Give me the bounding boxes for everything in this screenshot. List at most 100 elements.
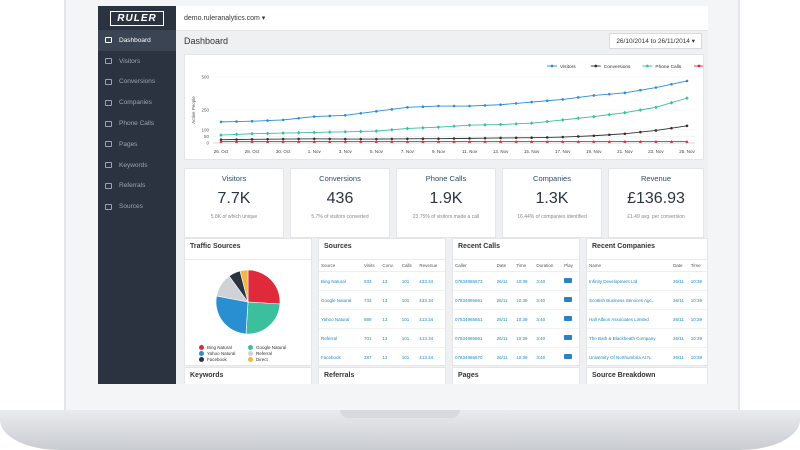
data-point[interactable] xyxy=(234,132,239,137)
sidebar-item-visitors[interactable]: Visitors xyxy=(98,51,176,72)
pie-slice-google-natural[interactable] xyxy=(245,301,281,335)
data-point[interactable] xyxy=(530,140,534,143)
data-point[interactable] xyxy=(250,140,254,143)
data-point[interactable] xyxy=(592,134,596,138)
data-point[interactable] xyxy=(421,105,425,108)
pie-legend-item[interactable]: Direct xyxy=(248,357,297,362)
table-cell[interactable]: Bing Natural xyxy=(319,271,363,291)
sidebar-item-sources[interactable]: Sources xyxy=(98,196,176,217)
table-cell[interactable]: 07834965673 xyxy=(453,271,495,291)
data-point[interactable] xyxy=(297,116,300,120)
column-header[interactable]: Source xyxy=(319,260,363,272)
data-point[interactable] xyxy=(670,82,673,86)
table-row[interactable]: 07834965661 26/11 10:39 3:40 xyxy=(453,290,579,310)
table-cell[interactable]: Facebook xyxy=(319,347,363,367)
data-point[interactable] xyxy=(468,104,471,108)
table-cell[interactable]: 07834965661 xyxy=(453,290,495,310)
data-point[interactable] xyxy=(452,137,456,140)
data-point[interactable] xyxy=(421,140,425,143)
column-header[interactable]: Name xyxy=(587,260,672,272)
table-cell[interactable]: Infinity Development Ltd xyxy=(587,271,672,291)
data-point[interactable] xyxy=(499,136,502,140)
data-point[interactable] xyxy=(297,137,300,141)
data-point[interactable] xyxy=(592,94,596,97)
data-point[interactable] xyxy=(390,140,394,143)
data-point[interactable] xyxy=(312,137,316,141)
sidebar-item-phone-calls[interactable]: Phone Calls xyxy=(98,113,176,134)
data-point[interactable] xyxy=(281,118,285,122)
data-point[interactable] xyxy=(608,133,611,137)
data-point[interactable] xyxy=(312,130,317,135)
data-point[interactable] xyxy=(235,120,238,123)
data-point[interactable] xyxy=(670,126,673,130)
table-row[interactable]: The Bath & Blackheath Company 26/11 10:39 xyxy=(587,328,707,348)
data-point[interactable] xyxy=(499,140,503,143)
data-point[interactable] xyxy=(654,86,658,89)
table-cell[interactable]: Google Natural xyxy=(319,290,363,310)
table-row[interactable]: Bing Natural 933 13 101 £33.34 xyxy=(319,271,445,291)
data-point[interactable] xyxy=(685,124,689,128)
column-header[interactable]: Time xyxy=(688,260,707,272)
data-point[interactable] xyxy=(483,136,487,140)
sidebar-item-pages[interactable]: Pages xyxy=(98,134,176,155)
column-header[interactable]: Time xyxy=(514,260,535,272)
data-point[interactable] xyxy=(654,140,658,143)
stat-card-companies[interactable]: Companies 1.3K 16.44% of companies identif… xyxy=(502,168,602,238)
data-point[interactable] xyxy=(281,140,285,143)
table-row[interactable]: Hall Albion Associates Limited 26/11 10:39 xyxy=(587,309,707,329)
data-point[interactable] xyxy=(421,137,425,141)
data-point[interactable] xyxy=(576,116,581,121)
play-button[interactable] xyxy=(564,278,573,283)
table-row[interactable]: 07834965670 26/11 10:39 3:40 xyxy=(453,347,579,367)
data-point[interactable] xyxy=(327,130,332,134)
data-point[interactable] xyxy=(219,120,223,124)
table-cell[interactable]: 07834965670 xyxy=(453,347,495,367)
play-button[interactable] xyxy=(564,335,573,340)
pie-legend-item[interactable]: Yahoo Natural xyxy=(199,351,248,356)
data-point[interactable] xyxy=(437,137,440,140)
data-point[interactable] xyxy=(529,121,534,126)
data-point[interactable] xyxy=(359,112,363,115)
data-point[interactable] xyxy=(219,138,223,141)
data-point[interactable] xyxy=(545,136,549,139)
data-point[interactable] xyxy=(359,140,363,143)
data-point[interactable] xyxy=(406,137,409,141)
data-point[interactable] xyxy=(452,104,456,108)
data-point[interactable] xyxy=(623,110,627,115)
data-point[interactable] xyxy=(530,100,533,104)
table-row[interactable]: 07834965673 26/11 10:39 3:40 xyxy=(453,271,579,291)
table-cell[interactable]: Hall Albion Associates Limited xyxy=(587,309,672,329)
data-point[interactable] xyxy=(467,140,472,143)
data-point[interactable] xyxy=(328,140,332,143)
data-point[interactable] xyxy=(343,113,347,117)
data-point[interactable] xyxy=(452,140,456,143)
data-point[interactable] xyxy=(545,99,549,103)
column-header[interactable]: Date xyxy=(494,260,515,272)
pie-legend-item[interactable]: Facebook xyxy=(199,357,248,362)
data-point[interactable] xyxy=(250,119,254,123)
table-row[interactable]: Referral 701 13 101 £13.34 xyxy=(319,328,445,348)
table-row[interactable]: Scottish Business Services Agc. 26/11 10:3… xyxy=(587,290,707,310)
pie-legend-item[interactable]: Bing Natural xyxy=(199,345,248,350)
data-point[interactable] xyxy=(405,126,410,131)
data-point[interactable] xyxy=(390,127,394,132)
data-point[interactable] xyxy=(623,91,627,95)
sidebar-item-conversions[interactable]: Conversions xyxy=(98,72,176,93)
data-point[interactable] xyxy=(576,140,580,143)
data-point[interactable] xyxy=(235,138,238,141)
table-cell[interactable]: Yahoo Natural xyxy=(319,309,363,329)
table-cell[interactable]: Referral xyxy=(319,328,363,348)
data-point[interactable] xyxy=(219,133,223,137)
pie-slice-direct[interactable] xyxy=(239,269,249,303)
data-point[interactable] xyxy=(638,140,642,143)
table-row[interactable]: 07834965651 26/11 10:39 3:40 xyxy=(453,309,579,329)
data-point[interactable] xyxy=(343,140,347,143)
data-point[interactable] xyxy=(421,125,425,130)
domain-selector[interactable]: demo.ruleranalytics.com ▾ xyxy=(184,15,266,22)
sidebar-item-referrals[interactable]: Referrals xyxy=(98,176,176,197)
data-point[interactable] xyxy=(234,140,239,143)
data-point[interactable] xyxy=(343,137,347,141)
data-point[interactable] xyxy=(514,122,518,126)
table-row[interactable]: 07834965661 26/11 10:39 3:40 xyxy=(453,328,579,348)
column-header[interactable]: Revenue xyxy=(417,260,445,272)
